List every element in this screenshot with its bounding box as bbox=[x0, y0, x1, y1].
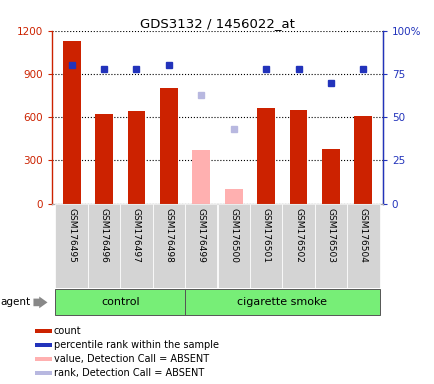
Bar bbox=[127, 111, 145, 204]
Text: value, Detection Call = ABSENT: value, Detection Call = ABSENT bbox=[54, 354, 209, 364]
Bar bbox=[192, 150, 210, 204]
Bar bbox=[354, 116, 372, 204]
Bar bbox=[217, 204, 250, 288]
Bar bbox=[35, 329, 52, 333]
Bar bbox=[55, 204, 88, 288]
Bar bbox=[152, 204, 184, 288]
Bar bbox=[250, 204, 282, 288]
Text: count: count bbox=[54, 326, 82, 336]
Text: GSM176495: GSM176495 bbox=[67, 208, 76, 263]
Text: GSM176501: GSM176501 bbox=[261, 208, 270, 263]
Bar bbox=[314, 204, 346, 288]
Title: GDS3132 / 1456022_at: GDS3132 / 1456022_at bbox=[140, 17, 294, 30]
Bar bbox=[35, 371, 52, 375]
Bar bbox=[184, 290, 379, 315]
Bar bbox=[321, 149, 339, 204]
Text: control: control bbox=[101, 297, 139, 307]
Text: GSM176499: GSM176499 bbox=[196, 208, 205, 263]
Bar bbox=[160, 88, 178, 204]
Text: GSM176496: GSM176496 bbox=[99, 208, 108, 263]
Bar bbox=[88, 204, 120, 288]
Bar bbox=[35, 357, 52, 361]
Text: GSM176500: GSM176500 bbox=[229, 208, 238, 263]
Text: GSM176502: GSM176502 bbox=[293, 208, 302, 263]
Bar bbox=[55, 290, 184, 315]
Text: GSM176498: GSM176498 bbox=[164, 208, 173, 263]
Bar bbox=[224, 189, 242, 204]
Bar bbox=[346, 204, 379, 288]
Bar bbox=[35, 343, 52, 348]
Bar bbox=[184, 204, 217, 288]
Text: GSM176503: GSM176503 bbox=[326, 208, 335, 263]
Text: GSM176497: GSM176497 bbox=[132, 208, 141, 263]
Bar bbox=[282, 204, 314, 288]
Text: rank, Detection Call = ABSENT: rank, Detection Call = ABSENT bbox=[54, 368, 204, 378]
Bar bbox=[120, 204, 152, 288]
Bar bbox=[256, 108, 274, 204]
FancyArrow shape bbox=[33, 296, 47, 308]
Bar bbox=[95, 114, 113, 204]
Bar bbox=[62, 41, 80, 204]
Text: cigarette smoke: cigarette smoke bbox=[237, 297, 326, 307]
Bar bbox=[289, 110, 307, 204]
Text: agent: agent bbox=[0, 297, 30, 308]
Text: percentile rank within the sample: percentile rank within the sample bbox=[54, 340, 218, 350]
Text: GSM176504: GSM176504 bbox=[358, 208, 367, 263]
